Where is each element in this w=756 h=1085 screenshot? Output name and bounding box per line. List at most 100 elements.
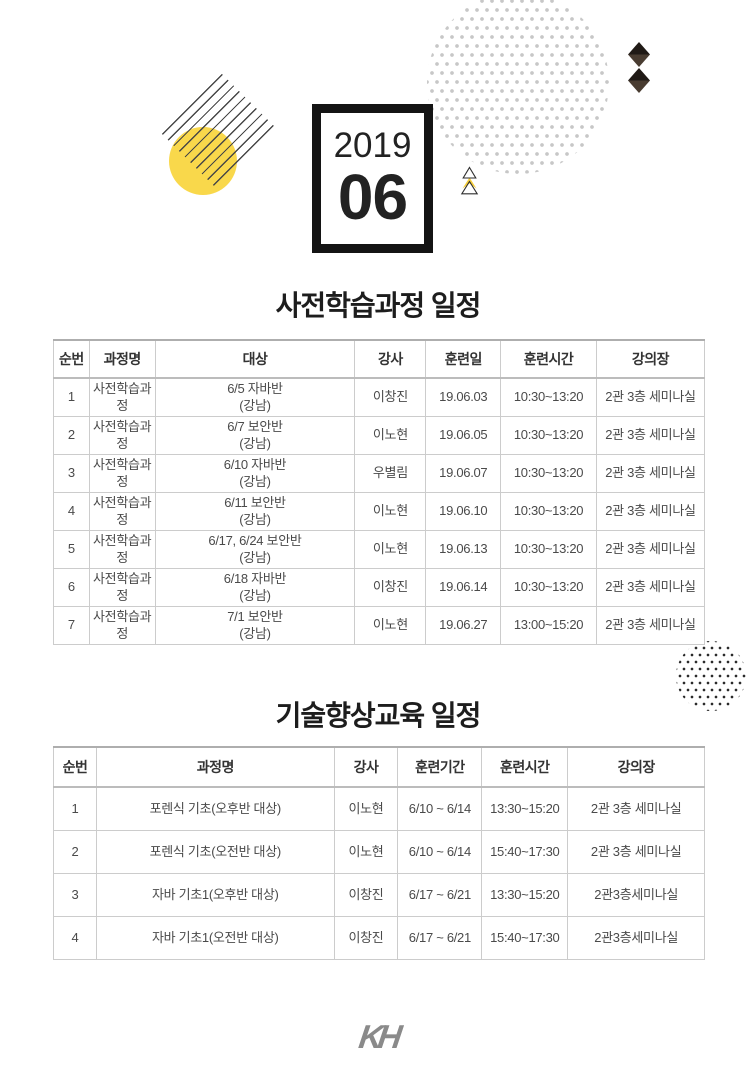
column-header: 훈련시간 [500,339,597,379]
table-row: 2 사전학습과정 6/7 보안반 (강남) 이노현 19.06.05 10:30~13:2… [53,416,706,455]
table-cell: 2 [53,830,97,874]
column-header: 강사 [333,746,399,788]
table-cell: 2관3층세미나실 [567,873,705,917]
table-cell: 2관 3층 세미나실 [595,416,706,455]
table-cell: 이창진 [354,377,427,417]
calendar-date-box: 2019 06 [312,104,433,253]
pre-learning-schedule-table: 순번 과정명 대상 강사 훈련일 훈련시간 강의장 1 사전학습과정 6/5 자바반 (강남) 이창… [53,339,706,645]
table-cell: 6/11 보안반 (강남) [154,492,356,531]
table-cell: 포렌식 기초(오후반 대상) [95,786,335,831]
column-header: 훈련기간 [397,746,483,788]
column-header: 대상 [154,339,356,379]
table-cell: 10:30~13:20 [500,416,597,455]
table-cell: 사전학습과정 [88,492,156,531]
table-row: 4 자바 기초1(오전반 대상) 이창진 6/17 ~ 6/21 15:40~17:30… [53,916,705,960]
table-row: 5 사전학습과정 6/17, 6/24 보안반 (강남) 이노현 19.06.13 10:… [53,530,706,569]
column-header: 강사 [354,339,427,379]
table-cell: 자바 기초1(오전반 대상) [95,916,335,960]
table-cell: 1 [53,377,90,417]
table-cell: 우별림 [354,454,427,493]
table-cell: 19.06.10 [425,492,502,531]
diamond-icon [628,42,650,67]
table-cell: 사전학습과정 [88,377,156,417]
column-header: 강의장 [567,746,705,788]
table-cell: 6/17, 6/24 보안반 (강남) [154,530,356,569]
header-row: 순번 과정명 대상 강사 훈련일 훈련시간 강의장 [53,339,706,379]
table-cell: 1 [53,786,97,831]
section2-title: 기술향상교육 일정 [275,700,482,731]
table-cell: 2관 3층 세미나실 [595,606,706,645]
table-cell: 19.06.14 [425,568,502,607]
table-cell: 2관3층세미나실 [567,916,705,960]
table-cell: 13:30~15:20 [481,786,569,831]
table-cell: 6/10 ~ 6/14 [397,786,483,831]
table-cell: 2관 3층 세미나실 [567,830,705,874]
table-cell: 10:30~13:20 [500,454,597,493]
table-cell: 10:30~13:20 [500,530,597,569]
table-cell: 6/7 보안반 (강남) [154,416,356,455]
column-header: 과정명 [88,339,156,379]
table-cell: 2 [53,416,90,455]
table-cell: 5 [53,530,90,569]
table-cell: 이노현 [354,530,427,569]
table-cell: 이창진 [333,873,399,917]
table-cell: 사전학습과정 [88,606,156,645]
column-header: 강의장 [595,339,706,379]
table-cell: 이노현 [354,492,427,531]
table-cell: 이노현 [333,786,399,831]
kh-logo: KH [356,1018,400,1055]
table-cell: 2관 3층 세미나실 [595,377,706,417]
calendar-year: 2019 [333,126,412,166]
table-cell: 19.06.27 [425,606,502,645]
column-header: 순번 [53,339,90,379]
table-row: 1 사전학습과정 6/5 자바반 (강남) 이창진 19.06.03 10:30~13:2… [53,377,706,417]
table-cell: 19.06.05 [425,416,502,455]
table-cell: 이노현 [354,416,427,455]
table-cell: 2관 3층 세미나실 [595,568,706,607]
table-cell: 이노현 [354,606,427,645]
table-row: 4 사전학습과정 6/11 보안반 (강남) 이노현 19.06.10 10:30~13:… [53,492,706,531]
table-cell: 2관 3층 세미나실 [595,530,706,569]
dotted-circle-decoration [427,0,609,174]
table-cell: 포렌식 기초(오전반 대상) [95,830,335,874]
double-triangle-up-icon [460,166,479,195]
table-cell: 6/17 ~ 6/21 [397,916,483,960]
calendar-month: 06 [337,160,408,233]
table-row: 7 사전학습과정 7/1 보안반 (강남) 이노현 19.06.27 13:00~15:2… [53,606,706,645]
table-cell: 2관 3층 세미나실 [595,454,706,493]
table-cell: 15:40~17:30 [481,916,569,960]
table-cell: 4 [53,492,90,531]
column-header: 과정명 [95,746,335,788]
table-cell: 6/17 ~ 6/21 [397,873,483,917]
table-cell: 15:40~17:30 [481,830,569,874]
table-row: 3 자바 기초1(오후반 대상) 이창진 6/17 ~ 6/21 13:30~15:20… [53,873,705,917]
table-cell: 6/5 자바반 (강남) [154,377,356,417]
header-row: 순번 과정명 강사 훈련기간 훈련시간 강의장 [53,746,705,788]
table-cell: 6/10 자바반 (강남) [154,454,356,493]
table-cell: 2관 3층 세미나실 [595,492,706,531]
table-row: 1 포렌식 기초(오후반 대상) 이노현 6/10 ~ 6/14 13:30~15:20… [53,786,705,831]
table-row: 2 포렌식 기초(오전반 대상) 이노현 6/10 ~ 6/14 15:40~17:30… [53,830,705,874]
table-cell: 10:30~13:20 [500,492,597,531]
table-cell: 3 [53,873,97,917]
table-cell: 3 [53,454,90,493]
table-cell: 자바 기초1(오후반 대상) [95,873,335,917]
table-cell: 7/1 보안반 (강남) [154,606,356,645]
table-cell: 이창진 [354,568,427,607]
table-cell: 이노현 [333,830,399,874]
column-header: 훈련시간 [481,746,569,788]
table-cell: 19.06.03 [425,377,502,417]
table-cell: 6/10 ~ 6/14 [397,830,483,874]
table-cell: 7 [53,606,90,645]
table-cell: 2관 3층 세미나실 [567,786,705,831]
column-header: 훈련일 [425,339,502,379]
table-cell: 4 [53,916,97,960]
table-cell: 19.06.13 [425,530,502,569]
table-cell: 사전학습과정 [88,568,156,607]
table-row: 6 사전학습과정 6/18 자바반 (강남) 이창진 19.06.14 10:30~13:… [53,568,706,607]
section1-title: 사전학습과정 일정 [275,290,482,321]
table-cell: 사전학습과정 [88,454,156,493]
table-cell: 이창진 [333,916,399,960]
table-cell: 사전학습과정 [88,416,156,455]
table-row: 3 사전학습과정 6/10 자바반 (강남) 우별림 19.06.07 10:30~13:… [53,454,706,493]
